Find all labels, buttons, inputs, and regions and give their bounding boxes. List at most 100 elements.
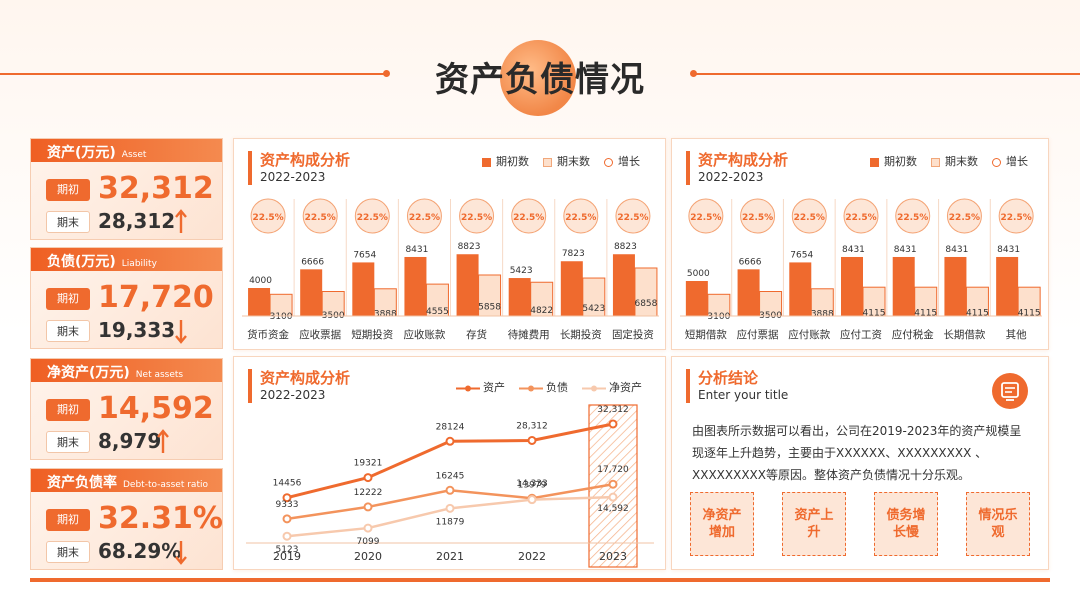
line-legend: 资产 负债 净资产: [456, 379, 642, 395]
legend-item-start: 期初数: [870, 153, 917, 169]
conclusion-tag: 净资产增加: [690, 492, 754, 556]
end-pill: 期末: [46, 541, 90, 563]
end-pill: 期末: [46, 431, 90, 453]
growth-label: 22.5%: [252, 213, 283, 223]
title-rule-left: [0, 73, 386, 75]
bar-start-label: 8431: [945, 245, 968, 255]
legend-swatch: [519, 385, 543, 391]
bar-start-label: 8431: [842, 245, 865, 255]
kpi-end-value: 19,333: [98, 318, 176, 342]
legend-swatch: [582, 385, 606, 391]
kpi-label-cn: 负债(万元): [47, 254, 116, 270]
legend-swatch: [482, 157, 491, 167]
category-label: 存货: [466, 328, 487, 341]
growth-circle: [563, 198, 599, 234]
data-label: 14,592: [597, 504, 629, 514]
growth-circle: [688, 198, 724, 234]
category-label: 应付账款: [788, 328, 830, 341]
data-point: [527, 495, 537, 505]
bar-start: [892, 256, 915, 316]
panel-title: 资产构成分析: [698, 151, 789, 169]
bar-start-label: 5423: [510, 266, 533, 276]
legend-swatch: [456, 385, 480, 391]
kpi-end-value: 28,312: [98, 209, 176, 233]
arrow-down-icon: [175, 320, 187, 344]
panel-subtitle: 2022-2023: [698, 170, 764, 184]
legend-item-growth: 增长: [604, 153, 640, 169]
conclusion-tag: 情况乐观: [966, 492, 1030, 556]
kpi-end-value: 8,979: [98, 429, 162, 453]
bottom-accent-bar: [30, 578, 1050, 582]
bar-start-label: 6666: [739, 257, 762, 267]
title-dot-right: [690, 70, 697, 77]
arrow-up-icon: [157, 429, 169, 453]
data-label: 9333: [276, 500, 299, 510]
legend-label: 净资产: [609, 381, 642, 394]
bar-end-label: 3888: [374, 309, 397, 319]
legend-label: 负债: [546, 381, 568, 394]
bar-start: [352, 262, 375, 316]
kpi-start-value: 14,592: [98, 391, 214, 426]
kpi-label-en: Debt-to-asset ratio: [123, 480, 208, 490]
conclusion-tag: 债务增长慢: [874, 492, 938, 556]
legend-label: 增长: [1006, 155, 1028, 168]
growth-circle: [615, 198, 651, 234]
kpi-label-cn: 资产(万元): [47, 145, 116, 161]
x-tick-label: 2021: [436, 550, 464, 563]
x-tick-label: 2019: [273, 550, 301, 563]
title-decor-circle: [500, 40, 576, 116]
legend-item-start: 期初数: [482, 153, 529, 169]
bar-start-label: 8431: [405, 245, 428, 255]
category-label: 待摊费用: [508, 328, 550, 341]
growth-label: 22.5%: [690, 213, 721, 223]
growth-label: 22.5%: [565, 213, 596, 223]
category-label: 固定投资: [612, 328, 654, 341]
kpi-start-value: 17,720: [98, 280, 214, 315]
bar-end-label: 4115: [966, 309, 989, 319]
start-pill: 期初: [46, 399, 90, 421]
panel-subtitle: 2022-2023: [260, 170, 326, 184]
x-tick-label: 2022: [518, 550, 546, 563]
report-glyph: [1001, 382, 1019, 401]
legend-item-growth: 增长: [992, 153, 1028, 169]
data-label: 28124: [436, 422, 465, 432]
asset-bar-chart: 22.5%40003100货币资金22.5%66663500应收票据22.5%7…: [242, 198, 659, 341]
category-label: 长期投资: [560, 328, 602, 341]
kpi-header: 资产(万元) Asset: [31, 139, 222, 162]
data-label: 14456: [273, 479, 302, 489]
bar-legend: 期初数 期末数 增长: [482, 153, 640, 169]
title-area: 资产负债情况: [0, 38, 1080, 116]
panel-heading: 资产构成分析 2022-2023: [248, 369, 350, 403]
bar-start-label: 7823: [562, 249, 585, 259]
growth-circle: [998, 198, 1034, 234]
growth-label: 22.5%: [794, 213, 825, 223]
bar-start: [996, 256, 1019, 316]
category-label: 应付票据: [737, 328, 779, 341]
bar-start: [841, 256, 863, 316]
title-dot-left: [383, 70, 390, 77]
conclusion-panel: 分析结论 Enter your title 由图表所示数据可以看出，公司在201…: [671, 356, 1049, 570]
bar-end-label: 6858: [634, 299, 657, 309]
panel-heading: 资产构成分析 2022-2023: [248, 151, 350, 185]
arrow-down-icon: [175, 541, 187, 565]
legend-swatch: [543, 157, 552, 167]
growth-circle: [250, 198, 286, 234]
bar-start-label: 4000: [249, 276, 272, 286]
kpi-header: 资产负债率 Debt-to-asset ratio: [31, 469, 222, 492]
category-label: 应付工资: [840, 328, 882, 341]
growth-circle: [740, 198, 776, 234]
data-label: 7099: [357, 537, 380, 547]
bar-end-label: 3888: [811, 309, 834, 319]
growth-label: 22.5%: [1001, 213, 1032, 223]
growth-label: 22.5%: [461, 213, 492, 223]
legend-item-end: 期末数: [543, 153, 590, 169]
kpi-end-value: 68.29%: [98, 539, 182, 563]
start-pill: 期初: [46, 509, 90, 531]
category-label: 货币资金: [247, 328, 289, 341]
bar-start-label: 8823: [458, 242, 481, 252]
growth-label: 22.5%: [357, 213, 388, 223]
x-tick-label: 2020: [354, 550, 382, 563]
legend-label: 资产: [483, 381, 505, 394]
data-point: [527, 435, 537, 445]
legend-label: 期初数: [496, 155, 529, 168]
